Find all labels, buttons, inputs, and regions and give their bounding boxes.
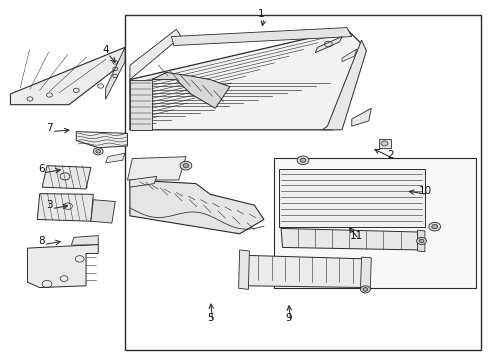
Polygon shape bbox=[315, 37, 341, 53]
Polygon shape bbox=[130, 80, 152, 130]
Polygon shape bbox=[322, 40, 366, 130]
Polygon shape bbox=[281, 228, 418, 250]
Polygon shape bbox=[130, 30, 361, 130]
Polygon shape bbox=[130, 30, 181, 80]
Circle shape bbox=[96, 149, 101, 153]
Polygon shape bbox=[71, 235, 98, 245]
Polygon shape bbox=[130, 176, 157, 187]
Polygon shape bbox=[127, 157, 185, 180]
Circle shape bbox=[93, 148, 103, 155]
Polygon shape bbox=[105, 153, 125, 163]
Polygon shape bbox=[27, 244, 98, 288]
Polygon shape bbox=[76, 132, 127, 148]
Polygon shape bbox=[417, 230, 424, 252]
Bar bbox=[273, 158, 475, 288]
Bar bbox=[125, 15, 480, 350]
Polygon shape bbox=[42, 166, 91, 189]
Polygon shape bbox=[171, 28, 351, 45]
Polygon shape bbox=[10, 47, 125, 105]
Text: 2: 2 bbox=[386, 150, 393, 160]
Circle shape bbox=[180, 161, 191, 170]
Polygon shape bbox=[152, 72, 229, 108]
Circle shape bbox=[360, 286, 369, 293]
Polygon shape bbox=[278, 169, 424, 226]
Text: 7: 7 bbox=[46, 123, 53, 133]
Text: 9: 9 bbox=[285, 313, 291, 323]
Circle shape bbox=[418, 239, 423, 243]
Circle shape bbox=[431, 225, 437, 229]
Circle shape bbox=[297, 156, 308, 165]
Polygon shape bbox=[105, 47, 125, 99]
Text: 8: 8 bbox=[38, 236, 44, 246]
Text: 6: 6 bbox=[38, 164, 44, 174]
Polygon shape bbox=[37, 194, 93, 221]
Polygon shape bbox=[130, 180, 264, 234]
Text: 1: 1 bbox=[258, 9, 264, 19]
Polygon shape bbox=[244, 255, 368, 288]
Circle shape bbox=[416, 237, 426, 244]
Circle shape bbox=[428, 222, 440, 231]
Circle shape bbox=[183, 163, 188, 168]
Polygon shape bbox=[91, 200, 115, 223]
Polygon shape bbox=[360, 257, 370, 289]
Text: 4: 4 bbox=[102, 45, 109, 55]
Text: 11: 11 bbox=[349, 231, 363, 240]
Text: 5: 5 bbox=[206, 313, 213, 323]
Polygon shape bbox=[341, 49, 356, 62]
Text: 3: 3 bbox=[46, 200, 53, 210]
Text: 10: 10 bbox=[418, 186, 430, 196]
Polygon shape bbox=[378, 139, 390, 148]
Circle shape bbox=[380, 141, 387, 146]
Polygon shape bbox=[238, 250, 249, 289]
Circle shape bbox=[362, 288, 367, 291]
Circle shape bbox=[300, 158, 305, 162]
Polygon shape bbox=[351, 108, 370, 126]
